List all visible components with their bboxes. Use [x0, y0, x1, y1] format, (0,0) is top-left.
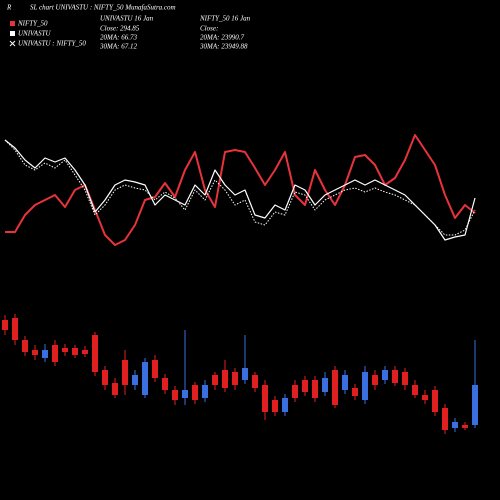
candle-body [112, 383, 118, 395]
candle-body [402, 372, 408, 385]
candle-body [182, 390, 188, 398]
candle-body [262, 385, 268, 412]
candle-body [362, 372, 368, 400]
candle-body [452, 422, 458, 428]
candle-body [372, 375, 378, 385]
info-title: UNIVASTU 16 Jan [100, 15, 154, 23]
candle-body [422, 395, 428, 400]
line-series [4, 139, 476, 236]
candle-body [242, 368, 248, 380]
candle-body [202, 385, 208, 398]
legend-swatch [9, 40, 16, 47]
candle-body [272, 400, 278, 412]
candle-body [252, 375, 258, 388]
candle-body [62, 348, 68, 352]
candle-body [52, 345, 58, 362]
candle-body [432, 390, 438, 412]
line-series [4, 139, 476, 241]
candle-body [42, 350, 48, 358]
line-series [5, 134, 476, 246]
legend-label: UNIVASTU : NIFTY_50 [18, 40, 86, 48]
candle-body [312, 380, 318, 398]
candle-body [232, 372, 238, 385]
info-line: 30MA: 23949.88 [199, 43, 248, 51]
candle-body [292, 385, 298, 398]
info-line: Close: 294.85 [100, 25, 140, 33]
candle-body [472, 385, 478, 425]
legend-label: NIFTY_50 [17, 20, 48, 28]
candle-body [142, 362, 148, 395]
candle-body [2, 320, 8, 330]
candle-body [382, 370, 388, 380]
candle-body [192, 385, 198, 400]
info-line: Close: [200, 25, 218, 33]
chart-title: SL chart UNIVASTU : NIFTY_50 MunafaSutra… [30, 4, 176, 12]
candle-body [102, 370, 108, 385]
candle-body [442, 408, 448, 430]
candle-body [32, 350, 38, 355]
info-title: NIFTY_50 16 Jan [199, 15, 251, 23]
candle-body [72, 348, 78, 355]
candle-body [222, 370, 228, 388]
candle-body [462, 425, 468, 428]
candle-body [322, 378, 328, 392]
candle-body [212, 375, 218, 385]
info-line: 30MA: 67.12 [99, 43, 137, 51]
candle-body [152, 360, 158, 378]
info-line: 20MA: 23990.7 [200, 34, 244, 42]
candle-body [412, 385, 418, 395]
candle-body [342, 375, 348, 390]
candle-body [82, 350, 88, 354]
candle-body [162, 378, 168, 390]
candle-body [92, 335, 98, 372]
legend-swatch [10, 21, 15, 26]
candle-body [122, 360, 128, 385]
chart-title: R [6, 4, 12, 12]
candle-body [352, 388, 358, 396]
candle-body [172, 390, 178, 400]
candle-body [332, 370, 338, 405]
candle-body [392, 370, 398, 383]
legend-swatch [10, 31, 15, 36]
candle-body [12, 318, 18, 340]
candle-body [302, 380, 308, 392]
info-line: 20MA: 66.73 [100, 34, 137, 42]
candle-body [282, 398, 288, 412]
legend-label: UNIVASTU [18, 30, 51, 38]
candle-body [22, 340, 28, 352]
candle-body [132, 375, 138, 385]
